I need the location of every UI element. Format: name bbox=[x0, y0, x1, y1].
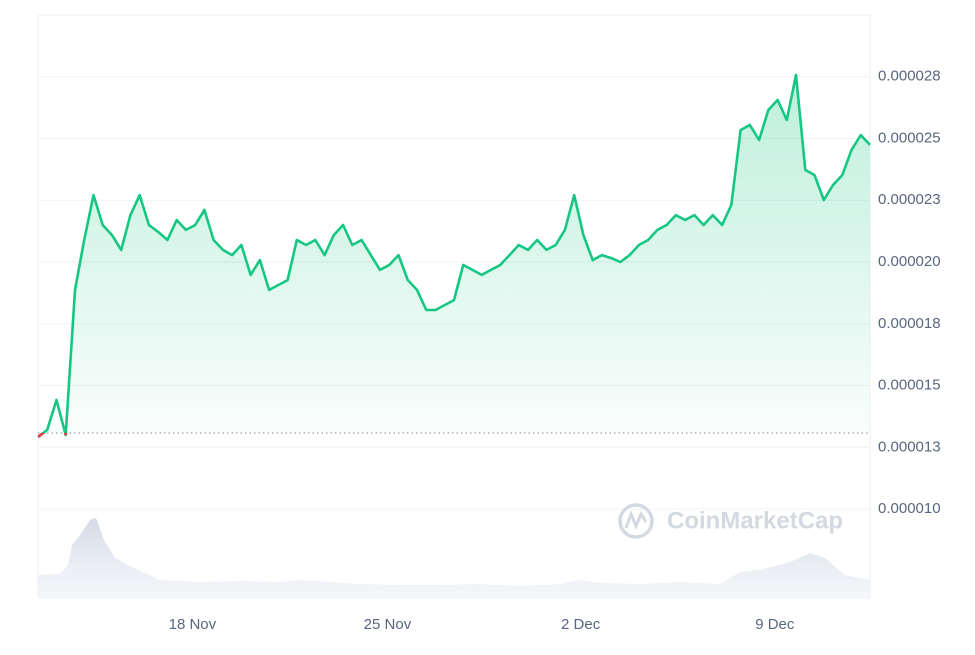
y-tick-label: 0.000028 bbox=[878, 68, 941, 85]
x-tick-label: 9 Dec bbox=[755, 616, 795, 633]
y-tick-label: 0.000025 bbox=[878, 129, 941, 146]
price-line bbox=[37, 73, 871, 438]
x-tick-label: 2 Dec bbox=[561, 616, 601, 633]
x-tick-label: 25 Nov bbox=[364, 616, 412, 633]
y-tick-label: 0.000018 bbox=[878, 315, 941, 332]
volume-area bbox=[38, 518, 870, 598]
y-tick-label: 0.000010 bbox=[878, 500, 941, 517]
watermark-logo bbox=[618, 503, 654, 539]
watermark: CoinMarketCap bbox=[667, 507, 843, 534]
y-tick-label: 0.000023 bbox=[878, 191, 941, 208]
x-tick-label: 18 Nov bbox=[169, 616, 217, 633]
price-area bbox=[38, 75, 870, 437]
y-tick-label: 0.000013 bbox=[878, 438, 941, 455]
y-tick-label: 0.000015 bbox=[878, 377, 941, 394]
y-tick-label: 0.000020 bbox=[878, 253, 941, 270]
